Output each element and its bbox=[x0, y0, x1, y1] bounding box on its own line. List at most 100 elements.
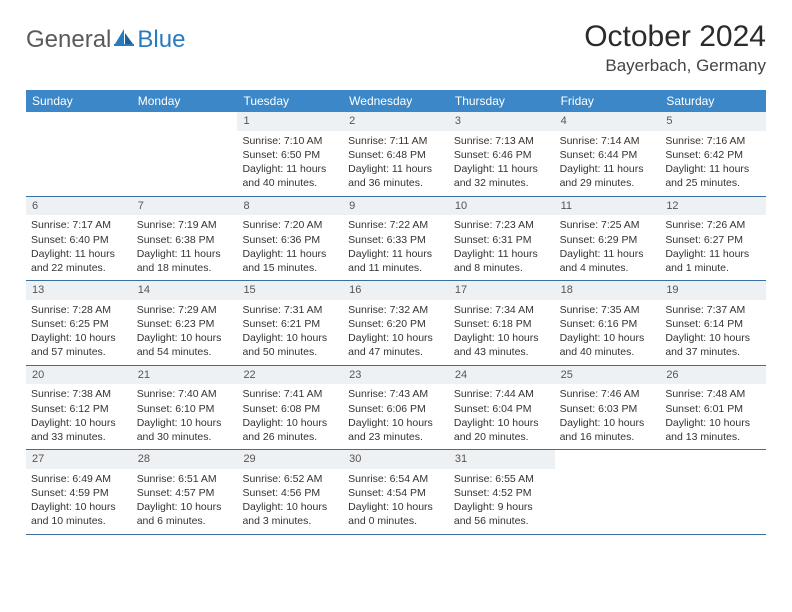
calendar-cell: 30Sunrise: 6:54 AMSunset: 4:54 PMDayligh… bbox=[343, 450, 449, 534]
day-details: Sunrise: 7:22 AMSunset: 6:33 PMDaylight:… bbox=[343, 215, 449, 280]
sunrise-line: Sunrise: 7:20 AM bbox=[242, 218, 338, 232]
day-details: Sunrise: 7:44 AMSunset: 6:04 PMDaylight:… bbox=[449, 384, 555, 449]
day-number: 4 bbox=[555, 112, 661, 131]
sunrise-line: Sunrise: 7:14 AM bbox=[560, 134, 656, 148]
sunset-line: Sunset: 6:48 PM bbox=[348, 148, 444, 162]
day-details: Sunrise: 7:26 AMSunset: 6:27 PMDaylight:… bbox=[660, 215, 766, 280]
calendar-cell: 2Sunrise: 7:11 AMSunset: 6:48 PMDaylight… bbox=[343, 112, 449, 196]
sunrise-line: Sunrise: 6:55 AM bbox=[454, 472, 550, 486]
day-details: Sunrise: 7:23 AMSunset: 6:31 PMDaylight:… bbox=[449, 215, 555, 280]
page-header: General Blue October 2024 Bayerbach, Ger… bbox=[26, 20, 766, 76]
sunset-line: Sunset: 6:44 PM bbox=[560, 148, 656, 162]
day-number: 9 bbox=[343, 197, 449, 216]
sunset-line: Sunset: 6:10 PM bbox=[137, 402, 233, 416]
day-details: Sunrise: 7:40 AMSunset: 6:10 PMDaylight:… bbox=[132, 384, 238, 449]
day-number: 3 bbox=[449, 112, 555, 131]
calendar-cell: 28Sunrise: 6:51 AMSunset: 4:57 PMDayligh… bbox=[132, 450, 238, 534]
calendar-cell: 12Sunrise: 7:26 AMSunset: 6:27 PMDayligh… bbox=[660, 197, 766, 281]
sunrise-line: Sunrise: 6:51 AM bbox=[137, 472, 233, 486]
day-number: 15 bbox=[237, 281, 343, 300]
day-number: 31 bbox=[449, 450, 555, 469]
day-number: 30 bbox=[343, 450, 449, 469]
calendar-cell-empty bbox=[555, 450, 661, 534]
day-details: Sunrise: 6:55 AMSunset: 4:52 PMDaylight:… bbox=[449, 469, 555, 534]
brand-part1: General bbox=[26, 26, 111, 54]
dayname-saturday: Saturday bbox=[660, 90, 766, 112]
daylight-line: Daylight: 10 hours and 0 minutes. bbox=[348, 500, 444, 528]
sunrise-line: Sunrise: 7:11 AM bbox=[348, 134, 444, 148]
calendar-cell: 13Sunrise: 7:28 AMSunset: 6:25 PMDayligh… bbox=[26, 281, 132, 365]
sunset-line: Sunset: 4:54 PM bbox=[348, 486, 444, 500]
day-number: 14 bbox=[132, 281, 238, 300]
sunset-line: Sunset: 6:50 PM bbox=[242, 148, 338, 162]
day-details: Sunrise: 7:20 AMSunset: 6:36 PMDaylight:… bbox=[237, 215, 343, 280]
title-block: October 2024 Bayerbach, Germany bbox=[584, 20, 766, 76]
sunrise-line: Sunrise: 7:44 AM bbox=[454, 387, 550, 401]
day-details: Sunrise: 7:29 AMSunset: 6:23 PMDaylight:… bbox=[132, 300, 238, 365]
calendar-grid: Sunday Monday Tuesday Wednesday Thursday… bbox=[26, 90, 766, 535]
day-number: 28 bbox=[132, 450, 238, 469]
day-details: Sunrise: 7:10 AMSunset: 6:50 PMDaylight:… bbox=[237, 131, 343, 196]
calendar-body: 1Sunrise: 7:10 AMSunset: 6:50 PMDaylight… bbox=[26, 112, 766, 535]
sunset-line: Sunset: 6:16 PM bbox=[560, 317, 656, 331]
sunrise-line: Sunrise: 7:25 AM bbox=[560, 218, 656, 232]
calendar-row: 13Sunrise: 7:28 AMSunset: 6:25 PMDayligh… bbox=[26, 281, 766, 366]
day-details: Sunrise: 7:46 AMSunset: 6:03 PMDaylight:… bbox=[555, 384, 661, 449]
day-details: Sunrise: 7:37 AMSunset: 6:14 PMDaylight:… bbox=[660, 300, 766, 365]
day-number: 18 bbox=[555, 281, 661, 300]
day-details: Sunrise: 7:43 AMSunset: 6:06 PMDaylight:… bbox=[343, 384, 449, 449]
calendar-cell: 26Sunrise: 7:48 AMSunset: 6:01 PMDayligh… bbox=[660, 366, 766, 450]
day-number: 11 bbox=[555, 197, 661, 216]
sunset-line: Sunset: 6:33 PM bbox=[348, 233, 444, 247]
sunset-line: Sunset: 4:52 PM bbox=[454, 486, 550, 500]
calendar-cell: 24Sunrise: 7:44 AMSunset: 6:04 PMDayligh… bbox=[449, 366, 555, 450]
daylight-line: Daylight: 10 hours and 3 minutes. bbox=[242, 500, 338, 528]
sunset-line: Sunset: 6:46 PM bbox=[454, 148, 550, 162]
brand-part2: Blue bbox=[137, 26, 185, 54]
daylight-line: Daylight: 11 hours and 4 minutes. bbox=[560, 247, 656, 275]
day-number: 25 bbox=[555, 366, 661, 385]
day-number: 1 bbox=[237, 112, 343, 131]
daylight-line: Daylight: 11 hours and 1 minute. bbox=[665, 247, 761, 275]
daylight-line: Daylight: 11 hours and 11 minutes. bbox=[348, 247, 444, 275]
calendar-cell: 11Sunrise: 7:25 AMSunset: 6:29 PMDayligh… bbox=[555, 197, 661, 281]
dayname-sunday: Sunday bbox=[26, 90, 132, 112]
calendar-cell: 22Sunrise: 7:41 AMSunset: 6:08 PMDayligh… bbox=[237, 366, 343, 450]
sunrise-line: Sunrise: 7:32 AM bbox=[348, 303, 444, 317]
sunset-line: Sunset: 6:36 PM bbox=[242, 233, 338, 247]
sunrise-line: Sunrise: 7:13 AM bbox=[454, 134, 550, 148]
day-number: 22 bbox=[237, 366, 343, 385]
calendar-cell: 19Sunrise: 7:37 AMSunset: 6:14 PMDayligh… bbox=[660, 281, 766, 365]
dayname-friday: Friday bbox=[555, 90, 661, 112]
sunset-line: Sunset: 6:04 PM bbox=[454, 402, 550, 416]
calendar-cell: 6Sunrise: 7:17 AMSunset: 6:40 PMDaylight… bbox=[26, 197, 132, 281]
day-details: Sunrise: 7:14 AMSunset: 6:44 PMDaylight:… bbox=[555, 131, 661, 196]
brand-logo: General Blue bbox=[26, 20, 185, 54]
day-details: Sunrise: 7:32 AMSunset: 6:20 PMDaylight:… bbox=[343, 300, 449, 365]
daylight-line: Daylight: 10 hours and 23 minutes. bbox=[348, 416, 444, 444]
sunrise-line: Sunrise: 7:31 AM bbox=[242, 303, 338, 317]
sunrise-line: Sunrise: 7:43 AM bbox=[348, 387, 444, 401]
day-details: Sunrise: 7:28 AMSunset: 6:25 PMDaylight:… bbox=[26, 300, 132, 365]
calendar-cell: 5Sunrise: 7:16 AMSunset: 6:42 PMDaylight… bbox=[660, 112, 766, 196]
sunrise-line: Sunrise: 7:35 AM bbox=[560, 303, 656, 317]
day-details: Sunrise: 7:31 AMSunset: 6:21 PMDaylight:… bbox=[237, 300, 343, 365]
daylight-line: Daylight: 10 hours and 13 minutes. bbox=[665, 416, 761, 444]
day-number: 20 bbox=[26, 366, 132, 385]
day-number: 5 bbox=[660, 112, 766, 131]
daylight-line: Daylight: 10 hours and 10 minutes. bbox=[31, 500, 127, 528]
daylight-line: Daylight: 10 hours and 50 minutes. bbox=[242, 331, 338, 359]
calendar-cell: 31Sunrise: 6:55 AMSunset: 4:52 PMDayligh… bbox=[449, 450, 555, 534]
daylight-line: Daylight: 10 hours and 20 minutes. bbox=[454, 416, 550, 444]
daylight-line: Daylight: 10 hours and 43 minutes. bbox=[454, 331, 550, 359]
dayname-monday: Monday bbox=[132, 90, 238, 112]
sunrise-line: Sunrise: 7:17 AM bbox=[31, 218, 127, 232]
daylight-line: Daylight: 11 hours and 36 minutes. bbox=[348, 162, 444, 190]
daylight-line: Daylight: 11 hours and 22 minutes. bbox=[31, 247, 127, 275]
calendar-row: 20Sunrise: 7:38 AMSunset: 6:12 PMDayligh… bbox=[26, 366, 766, 451]
sunset-line: Sunset: 6:23 PM bbox=[137, 317, 233, 331]
sunrise-line: Sunrise: 7:34 AM bbox=[454, 303, 550, 317]
calendar-cell: 21Sunrise: 7:40 AMSunset: 6:10 PMDayligh… bbox=[132, 366, 238, 450]
day-number: 23 bbox=[343, 366, 449, 385]
daylight-line: Daylight: 9 hours and 56 minutes. bbox=[454, 500, 550, 528]
